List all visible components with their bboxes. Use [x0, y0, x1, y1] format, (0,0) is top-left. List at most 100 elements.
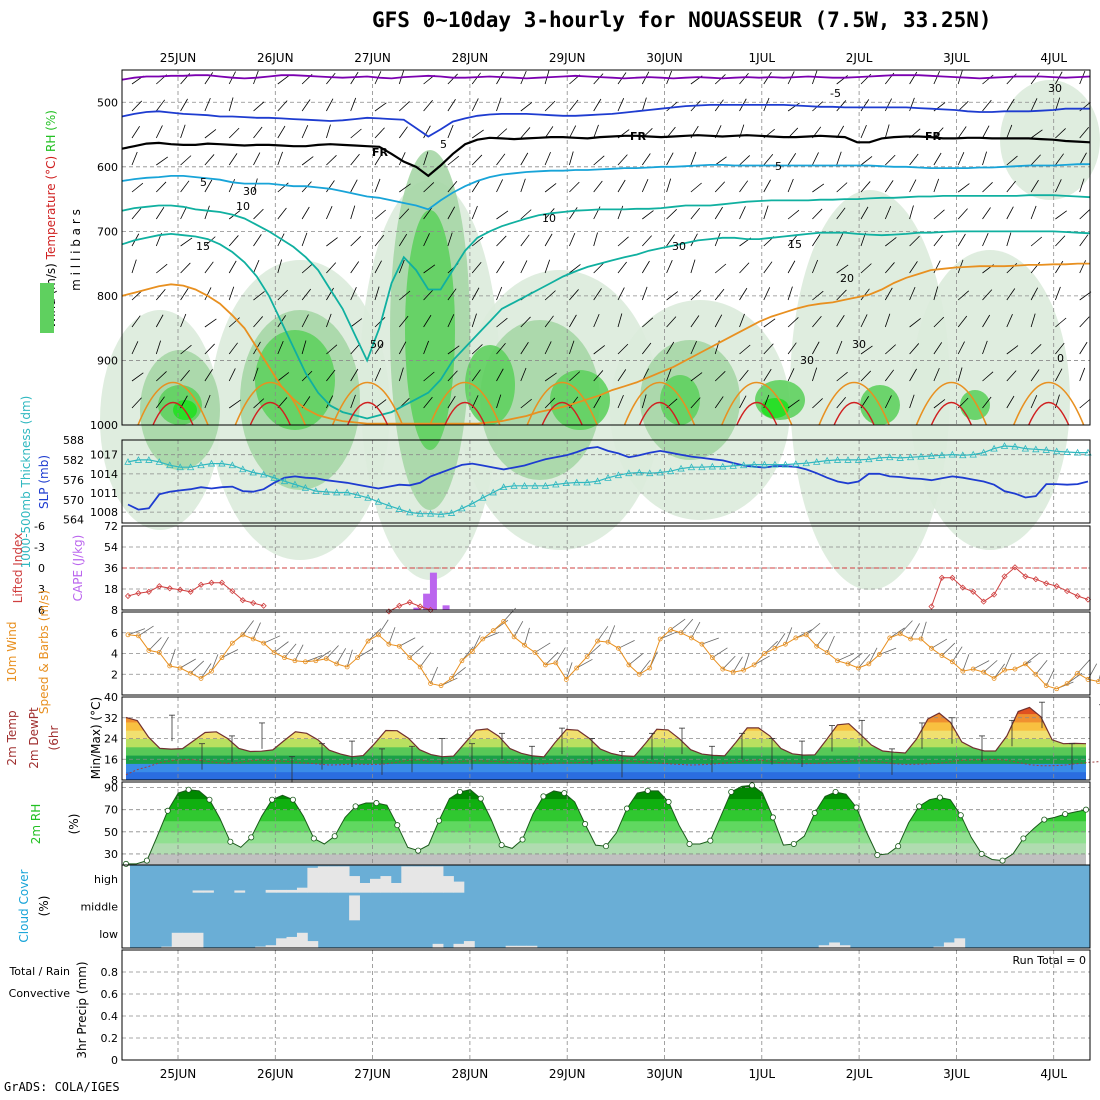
wind-barb	[973, 660, 990, 670]
wind-speed-point	[720, 666, 726, 672]
wind-barb	[909, 235, 920, 247]
wind-barb	[690, 233, 698, 247]
wind-barb	[642, 210, 654, 220]
wind-barb	[350, 287, 357, 301]
wind-barb	[982, 207, 991, 220]
wind-speed-point	[480, 636, 486, 642]
rh-band	[126, 809, 1086, 822]
warm-contour	[818, 381, 890, 426]
rh-tick-label: 70	[104, 804, 118, 817]
date-label-bottom: 25JUN	[160, 1067, 197, 1081]
slp-tick-label: 1017	[90, 449, 118, 462]
wind-barb	[660, 631, 677, 640]
wind-barb	[326, 124, 331, 139]
thickness-point	[792, 460, 800, 467]
wind-barb	[350, 71, 359, 85]
thickness-point	[239, 465, 247, 473]
wind-barb	[739, 344, 751, 355]
wind-speed-point	[459, 658, 465, 664]
wind-barb	[471, 205, 478, 220]
rh-point	[352, 803, 359, 810]
wind-barb	[496, 210, 509, 220]
wind-barb	[714, 396, 724, 409]
wind-barb	[326, 344, 338, 355]
thickness-point	[906, 453, 915, 461]
rh-legend-swatch	[40, 283, 54, 333]
wind-barb	[471, 129, 484, 139]
wind-barb	[253, 126, 263, 139]
wind-barb	[350, 235, 362, 247]
wind-barb	[889, 627, 905, 639]
pressure-tick-label: 900	[97, 354, 118, 367]
wind-speed-point	[772, 645, 778, 651]
wind-barb	[617, 236, 629, 247]
rh-point	[936, 794, 943, 801]
wind-barb	[374, 209, 386, 220]
wind-barb	[388, 627, 396, 645]
temp-axis-label-line2: 2m DewPt	[27, 707, 41, 769]
wind-barb	[642, 235, 652, 247]
wind-barb	[378, 619, 389, 636]
rh-point	[185, 786, 192, 793]
wind-barb	[1045, 669, 1055, 686]
wind-barb	[131, 341, 139, 355]
wind-speed-point	[553, 660, 559, 666]
pressure-tick-label: 700	[97, 225, 118, 238]
warm-contour	[234, 381, 307, 426]
wind-barb	[350, 153, 360, 166]
wind-barb	[520, 152, 529, 166]
wind-speed-point	[626, 662, 632, 668]
rh-point	[1041, 816, 1048, 823]
wind-barb	[593, 98, 602, 112]
wind-barb	[909, 343, 920, 355]
wind-barb	[641, 97, 647, 112]
wind-barb	[190, 660, 205, 674]
wind-barb	[884, 180, 894, 193]
wind-barb	[787, 209, 800, 220]
wind-barb	[884, 287, 893, 301]
li-tick-label: 0	[38, 562, 45, 575]
cloud-cell-low	[839, 945, 851, 948]
wind-speed-point	[417, 664, 423, 670]
wind-barb	[1066, 672, 1083, 684]
wind-barb	[920, 621, 927, 640]
wind-barb	[204, 261, 214, 274]
wind-barb	[277, 100, 288, 112]
wind-barb	[277, 182, 289, 193]
wind-barb	[350, 368, 359, 382]
cloud-cell-low	[161, 946, 173, 948]
wind-speed-point	[355, 655, 360, 661]
thickness-point	[969, 450, 977, 458]
rh-contour-label: 50	[370, 338, 384, 351]
wind-barb	[409, 645, 424, 658]
hot-contour	[541, 402, 583, 426]
lifted-index-axis-label: Lifted Index	[11, 533, 25, 604]
rh-band	[126, 787, 1086, 800]
wind-speed-point	[1022, 661, 1028, 667]
wind-barb	[253, 291, 265, 301]
wind-barb	[909, 179, 917, 193]
wind-barb	[326, 206, 333, 220]
wind-barb	[398, 259, 405, 274]
wind-barb	[812, 152, 819, 166]
wind-barb	[1006, 232, 1012, 247]
wind-barb	[367, 628, 382, 642]
wind-barb	[982, 151, 987, 166]
thickness-point	[666, 467, 675, 475]
wind-speed-point	[229, 640, 235, 646]
wind-barb	[860, 263, 872, 274]
rh-tick-label: 30	[104, 848, 118, 861]
thickness-point	[186, 463, 195, 471]
date-label-top: 29JUN	[549, 51, 586, 65]
wind-barb	[131, 315, 141, 328]
wind-barb	[860, 206, 869, 220]
wind-barb	[909, 368, 917, 382]
wind-speed-point	[438, 683, 444, 689]
wind-barb	[812, 183, 825, 193]
thickness-axis-label: 1000-500mb Thickness (dm)	[19, 396, 33, 569]
rh-point	[1020, 835, 1027, 842]
wind-barb	[1030, 154, 1041, 166]
wind-barb	[423, 396, 433, 409]
wind-barb	[155, 289, 166, 301]
wind-speed-point	[501, 618, 507, 624]
